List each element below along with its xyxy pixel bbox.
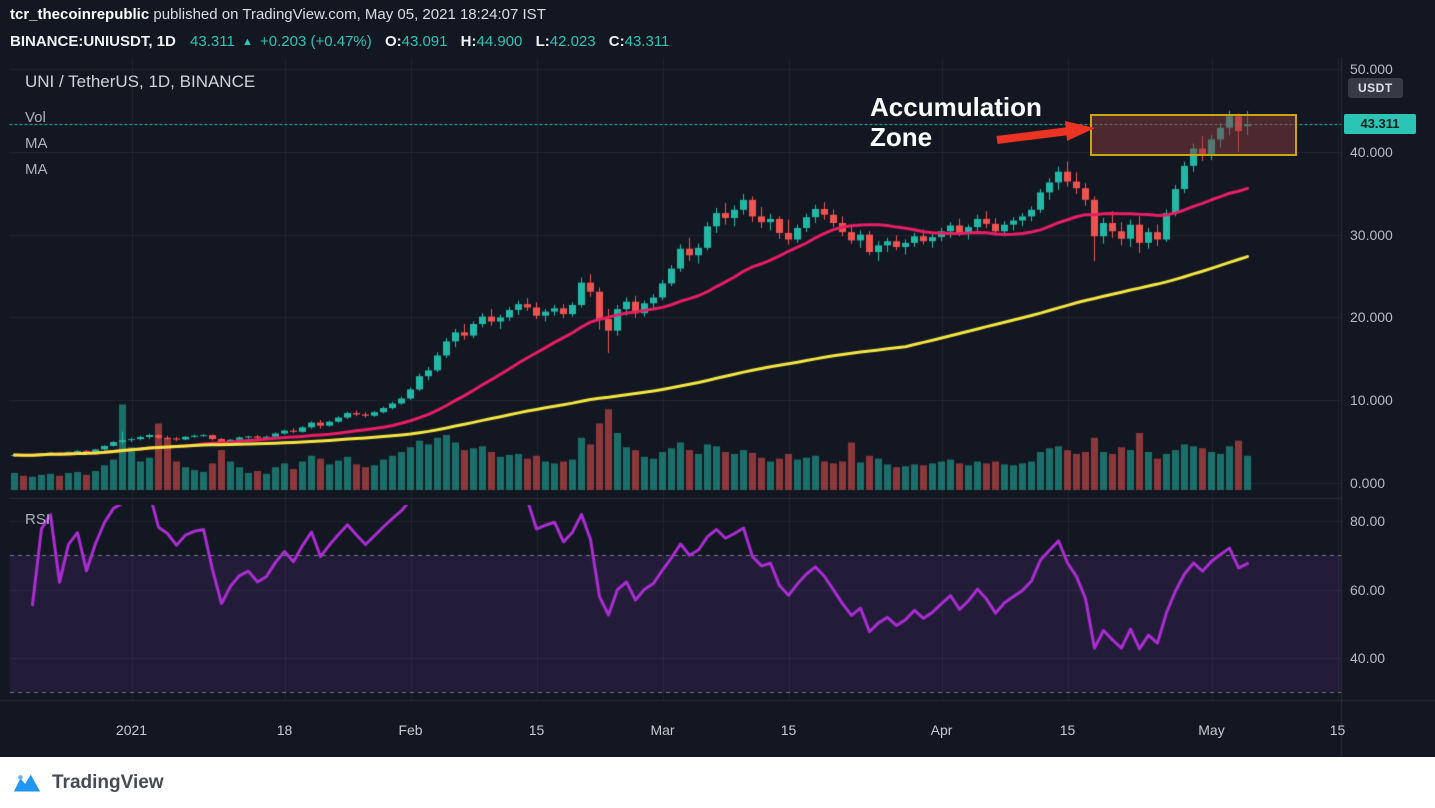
symbol-name: BINANCE:UNIUSDT, 1D	[10, 33, 176, 50]
last-price: 43.311	[190, 33, 235, 50]
close-label: C:	[608, 33, 625, 50]
annotation-line-1: Accumulation	[870, 92, 1042, 122]
accumulation-zone-box[interactable]	[1090, 113, 1297, 156]
volume-indicator-label[interactable]: Vol	[25, 109, 46, 126]
footer-bar: TradingView	[0, 757, 1435, 808]
open-value: 43.091	[401, 33, 448, 50]
up-triangle-icon: ▲	[241, 36, 253, 48]
tradingview-logo-icon[interactable]	[12, 771, 42, 795]
symbol-ohlc-bar[interactable]: BINANCE:UNIUSDT, 1D 43.311 ▲ +0.203 (+0.…	[10, 33, 669, 50]
ma-fast-indicator-label[interactable]: MA	[25, 135, 48, 152]
last-price-badge: 43.311	[1344, 114, 1416, 135]
accumulation-zone-label: Accumulation Zone	[870, 92, 1042, 152]
low-label: L:	[535, 33, 550, 50]
low-value: 42.023	[549, 33, 596, 50]
open-label: O:	[384, 33, 402, 50]
currency-badge: USDT	[1348, 78, 1403, 98]
ma-slow-indicator-label[interactable]: MA	[25, 161, 48, 178]
high-label: H:	[460, 33, 477, 50]
byline: tcr_thecoinrepublic published on Trading…	[10, 6, 546, 23]
byline-username: tcr_thecoinrepublic	[10, 6, 150, 23]
rsi-indicator-label[interactable]: RSI	[25, 511, 51, 528]
chart-legend-title[interactable]: UNI / TetherUS, 1D, BINANCE	[25, 72, 256, 91]
annotation-arrow-icon	[996, 121, 1095, 144]
byline-text: published on TradingView.com, May 05, 20…	[153, 6, 546, 23]
price-change: +0.203 (+0.47%)	[260, 33, 372, 50]
close-value: 43.311	[624, 33, 670, 50]
high-value: 44.900	[476, 33, 523, 50]
annotation-line-2: Zone	[870, 122, 933, 152]
tradingview-wordmark[interactable]: TradingView	[52, 771, 164, 793]
